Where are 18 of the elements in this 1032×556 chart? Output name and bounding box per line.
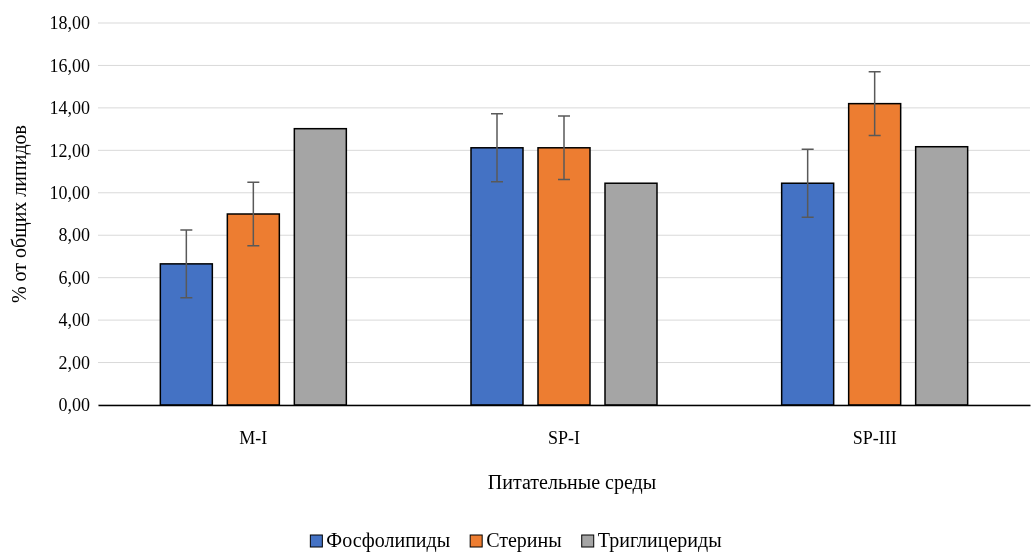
y-tick-label: 18,00 [49,13,90,34]
x-tick-label: SP-I [547,427,581,448]
x-tick-label: M-I [239,427,268,448]
y-tick-label: 2,00 [58,352,90,373]
y-tick-label: 0,00 [58,395,90,416]
x-tick-label: SP-III [852,427,897,448]
legend-label: Стерины [486,529,562,552]
legend-label: Фосфолипиды [326,529,451,552]
x-axis-title: Питательные среды [487,471,657,494]
y-tick-label: 12,00 [49,140,90,161]
legend-label: Триглицериды [597,529,722,552]
y-tick-label: 16,00 [49,55,90,76]
y-tick-label: 10,00 [49,183,90,204]
y-tick-label: 14,00 [49,98,90,119]
y-axis-title: % от общих липидов [8,124,31,304]
y-tick-label: 4,00 [58,310,90,331]
y-tick-label: 8,00 [58,225,90,246]
y-tick-label: 6,00 [58,267,90,288]
